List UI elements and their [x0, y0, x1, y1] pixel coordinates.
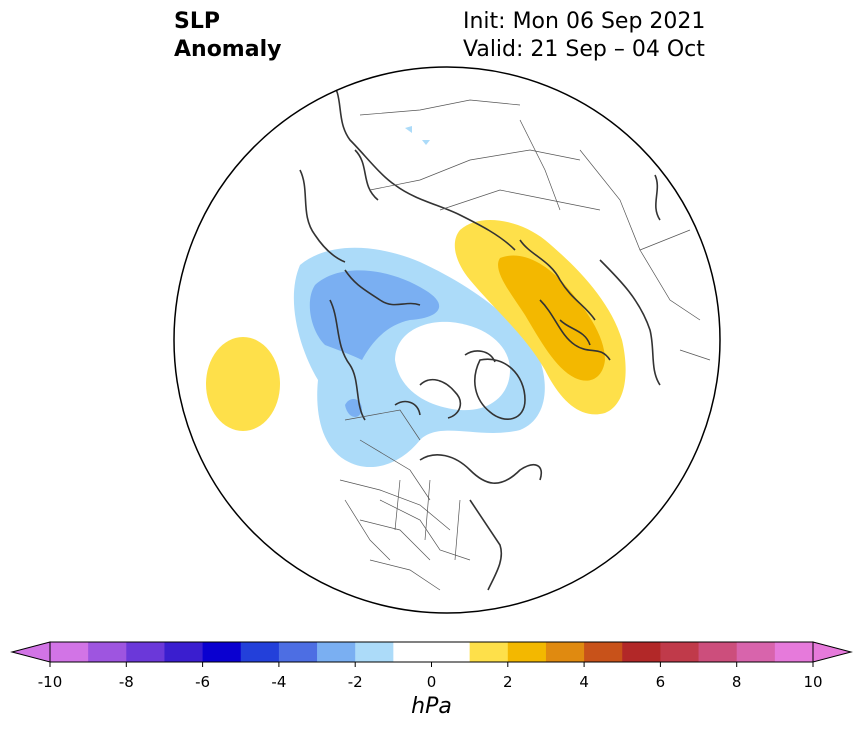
- title-right: Init: Mon 06 Sep 2021 Valid: 21 Sep – 04…: [463, 8, 705, 64]
- negative-anomaly-blip: [405, 126, 430, 145]
- title-left: SLP Anomaly: [174, 8, 281, 64]
- colorbar-swatches: [10, 641, 853, 663]
- colorbar-swatch: [240, 642, 280, 662]
- title-valid-range: Valid: 21 Sep – 04 Oct: [463, 37, 705, 62]
- neutral-hole: [395, 321, 510, 411]
- colorbar-tick-label: 6: [656, 673, 666, 690]
- colorbar-swatch: [88, 642, 127, 662]
- colorbar-tick-label: -8: [119, 673, 134, 690]
- title-init-date: Init: Mon 06 Sep 2021: [463, 9, 706, 34]
- colorbar-extend-high: [812, 641, 853, 663]
- colorbar-swatch: [622, 642, 661, 662]
- colorbar-swatch: [469, 642, 509, 662]
- colorbar-swatch: [393, 642, 432, 662]
- map-boundary: [173, 66, 721, 614]
- colorbar: -10 -8 -6 -4 -2 0 2 4 6 8 10: [10, 641, 853, 690]
- colorbar-swatch: [317, 642, 356, 662]
- colorbar-ticks: -10 -8 -6 -4 -2 0 2 4 6 8 10: [38, 662, 823, 690]
- colorbar-swatch: [278, 642, 318, 662]
- colorbar-swatch: [660, 642, 700, 662]
- colorbar-tick-label: -6: [195, 673, 210, 690]
- colorbar-swatch: [774, 642, 814, 662]
- negative-anomaly-spot: [345, 398, 362, 417]
- colorbar-swatch: [545, 642, 585, 662]
- colorbar-swatch: [507, 642, 547, 662]
- political-borders: [339, 99, 711, 591]
- colorbar-swatch: [584, 642, 623, 662]
- negative-anomaly-region-inner: [309, 270, 440, 360]
- colorbar-tick-label: 8: [732, 673, 742, 690]
- colorbar-swatch: [164, 642, 204, 662]
- colorbar-tick-label: -2: [348, 673, 363, 690]
- colorbar-units-label: hPa: [411, 694, 452, 719]
- positive-anomaly-region-pacific: [206, 337, 280, 431]
- colorbar-tick-label: 0: [427, 673, 437, 690]
- colorbar-swatch: [736, 642, 776, 662]
- colorbar-tick-label: 10: [803, 673, 822, 690]
- colorbar-swatch: [355, 642, 394, 662]
- colorbar-tick-label: 4: [579, 673, 589, 690]
- colorbar-extend-low: [10, 641, 51, 663]
- title-variable: SLP: [174, 9, 220, 34]
- colorbar-tick-label: -4: [271, 673, 286, 690]
- positive-anomaly-region-europe-inner: [498, 255, 605, 381]
- colorbar-swatch: [698, 642, 738, 662]
- polar-map: [173, 66, 721, 614]
- colorbar-swatch: [50, 642, 89, 662]
- colorbar-tick-label: 2: [503, 673, 513, 690]
- title-type: Anomaly: [174, 37, 282, 62]
- colorbar-swatch: [202, 642, 242, 662]
- colorbar-swatch: [126, 642, 165, 662]
- colorbar-tick-label: -10: [38, 673, 63, 690]
- colorbar-swatch: [431, 642, 471, 662]
